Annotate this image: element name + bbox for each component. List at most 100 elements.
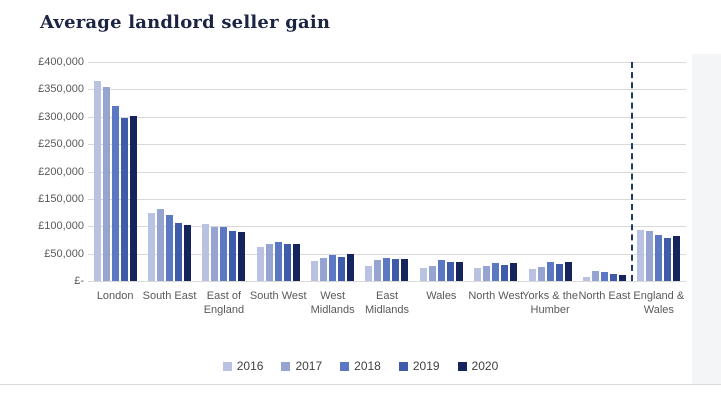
x-label-north-west: North West <box>468 290 524 302</box>
y-tick-label: £350,000 <box>38 83 84 96</box>
bar-2016-south-east <box>148 212 156 281</box>
gridline <box>88 62 686 63</box>
legend-item-2016: 2016 <box>222 359 264 373</box>
bar-2019-east-of-england <box>229 231 237 281</box>
x-label-east-midlands: East Midlands <box>364 290 410 316</box>
legend-label-2020: 2020 <box>471 359 499 373</box>
y-tick-label: £150,000 <box>38 192 84 205</box>
x-label-west-midlands: West Midlands <box>310 290 355 316</box>
bar-2019-south-west <box>283 244 291 281</box>
bar-2018-wales <box>437 260 445 281</box>
bar-2017-south-west <box>265 243 273 281</box>
legend-label-2019: 2019 <box>412 359 440 373</box>
bar-2020-east-midlands <box>401 258 409 281</box>
gridline <box>88 171 686 173</box>
gridline <box>88 116 686 118</box>
legend-swatch-2016 <box>222 361 232 371</box>
bar-group-east-of-england <box>197 62 251 281</box>
gridline <box>88 226 686 228</box>
bar-2017-east-of-england <box>211 226 219 281</box>
bar-group-north-west <box>469 62 523 281</box>
legend-label-2017: 2017 <box>295 359 323 373</box>
legend-item-2020: 2020 <box>457 359 499 373</box>
y-tick-label: £- <box>74 275 84 287</box>
x-label-london: London <box>96 290 134 302</box>
bar-2016-north-east <box>582 276 590 281</box>
gridline <box>88 144 686 146</box>
bar-2020-wales <box>455 261 463 281</box>
legend-label-2016: 2016 <box>236 359 264 373</box>
bar-2016-east-of-england <box>202 223 210 281</box>
x-label-east-of-england: East of England <box>203 290 245 316</box>
bar-2017-wales <box>428 266 436 281</box>
legend-swatch-2020 <box>457 361 467 371</box>
legend-item-2017: 2017 <box>281 359 322 373</box>
gridline <box>88 281 686 282</box>
bar-2020-yorks-and-the-humber <box>564 262 572 281</box>
y-tick-label: £50,000 <box>44 247 84 260</box>
plot-area <box>88 62 686 282</box>
bar-2016-west-midlands <box>311 261 319 281</box>
bar-2018-north-east <box>600 272 608 281</box>
bar-2017-south-east <box>157 208 165 281</box>
bar-2018-england-and-wales <box>655 234 663 281</box>
legend-swatch-2019 <box>398 361 408 371</box>
bar-2018-south-east <box>166 215 174 281</box>
bar-2018-yorks-and-the-humber <box>546 262 554 281</box>
y-tick-label: £100,000 <box>38 220 84 233</box>
bar-2020-london <box>129 115 137 281</box>
x-label-yorks-and-the-humber: Yorks & the Humber <box>522 290 578 316</box>
bar-group-south-west <box>251 62 305 281</box>
bar-2019-london <box>120 118 128 281</box>
legend-label-2018: 2018 <box>354 359 381 373</box>
bar-group-west-midlands <box>305 62 359 281</box>
bar-2019-yorks-and-the-humber <box>555 263 563 281</box>
x-label-south-east: South East <box>142 290 197 302</box>
bar-group-yorks-and-the-humber <box>523 62 577 281</box>
gridline <box>88 198 686 200</box>
bar-2020-north-east <box>618 275 626 281</box>
bar-2020-north-west <box>510 262 518 281</box>
legend: 2016 2017 2018 2019 2020 <box>0 359 721 373</box>
bar-2020-south-east <box>184 225 192 281</box>
bar-2017-east-midlands <box>374 260 382 281</box>
x-label-south-west: South West <box>249 290 307 302</box>
bar-group-east-midlands <box>360 62 414 281</box>
page-bottom-rule <box>0 384 721 385</box>
legend-swatch-2017 <box>281 361 291 371</box>
bar-2018-south-west <box>274 242 282 281</box>
bar-2018-east-of-england <box>220 226 228 281</box>
bar-2018-east-midlands <box>383 257 391 281</box>
bar-2019-wales <box>446 262 454 281</box>
bar-2019-east-midlands <box>392 258 400 281</box>
bar-2020-east-of-england <box>238 232 246 281</box>
bar-2016-north-west <box>474 268 482 281</box>
bar-2017-london <box>102 86 110 281</box>
x-label-england-and-wales: England & Wales <box>633 290 685 316</box>
bar-2019-west-midlands <box>338 256 346 281</box>
bar-group-london <box>88 62 142 281</box>
y-tick-label: £200,000 <box>38 165 84 178</box>
gridline <box>88 89 686 91</box>
bar-2019-south-east <box>175 223 183 281</box>
x-label-north-east: North East <box>578 290 631 302</box>
legend-item-2019: 2019 <box>398 359 440 373</box>
legend-item-2018: 2018 <box>340 359 381 373</box>
bar-2018-london <box>111 105 119 281</box>
gridline <box>88 253 686 255</box>
bar-2017-north-east <box>591 271 599 281</box>
bar-2017-north-west <box>483 266 491 281</box>
bar-2017-west-midlands <box>320 257 328 281</box>
bar-2020-south-west <box>292 243 300 281</box>
bar-2017-england-and-wales <box>646 230 654 281</box>
bar-2019-england-and-wales <box>664 237 672 281</box>
bar-group-north-east <box>577 62 631 281</box>
england-wales-separator-dashed-line <box>630 62 633 281</box>
bar-2016-london <box>93 81 101 281</box>
page-edge-shadow <box>692 54 721 385</box>
bar-group-wales <box>414 62 468 281</box>
y-tick-label: £250,000 <box>38 138 84 151</box>
bar-2018-west-midlands <box>329 255 337 281</box>
bar-2019-north-west <box>501 264 509 281</box>
